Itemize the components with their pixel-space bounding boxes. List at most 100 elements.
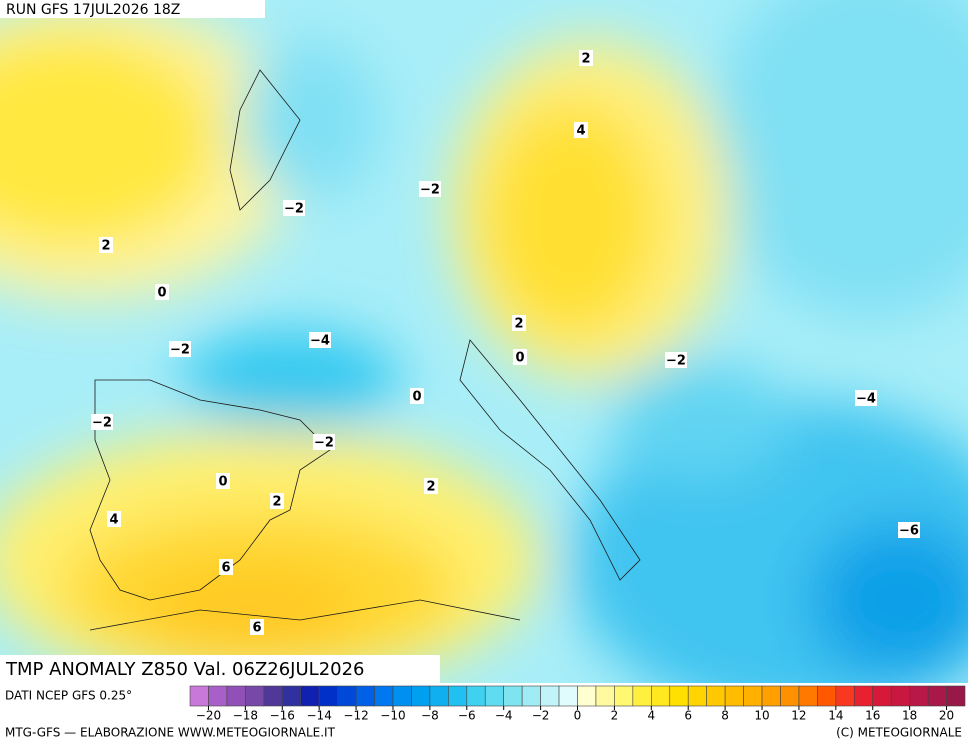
contour-label-box (155, 284, 169, 300)
contour-label-box (107, 511, 121, 527)
contour-label-box (855, 390, 877, 406)
colorbar-swatch (687, 685, 707, 707)
colorbar-swatch (466, 685, 486, 707)
contour-label-box (410, 388, 424, 404)
colorbar-swatch (780, 685, 800, 707)
colorbar-label: −18 (233, 709, 258, 723)
colorbar-swatch (577, 685, 597, 707)
colorbar-swatch (245, 685, 265, 707)
colorbar-label: 16 (865, 709, 880, 723)
colorbar-swatch (540, 685, 560, 707)
colorbar-swatch (817, 685, 837, 707)
credit-label: MTG-GFS — ELABORAZIONE WWW.METEOGIORNALE… (5, 726, 336, 740)
contour-label-box (216, 473, 230, 489)
contour-label-box (313, 434, 335, 450)
colorbar-swatch (226, 685, 246, 707)
colorbar-label: −12 (343, 709, 368, 723)
colorbar-label: −2 (532, 709, 550, 723)
colorbar-swatch (614, 685, 634, 707)
contour-label-box (309, 332, 331, 348)
contour-label-box (513, 349, 527, 365)
contour-label: −2 (666, 354, 686, 369)
colorbar-swatch (632, 685, 652, 707)
contour-label-box (169, 341, 191, 357)
colorbar-swatch (281, 685, 302, 707)
colorbar-swatch (743, 685, 763, 707)
colorbar-label: 14 (828, 709, 843, 723)
contour-label: 0 (515, 351, 524, 366)
source-label: DATI NCEP GFS 0.25° (5, 689, 132, 703)
contour-label-box (898, 522, 920, 538)
contour-label: 2 (272, 495, 281, 510)
colorbar-swatch (355, 685, 375, 707)
colorbar-swatch (374, 685, 394, 707)
colorbar-label: −20 (196, 709, 221, 723)
map-title: TMP ANOMALY Z850 Val. 06Z26JUL2026 (5, 659, 365, 680)
colorbar-swatch (595, 685, 615, 707)
contour-label: −2 (420, 183, 440, 198)
colorbar-label: 0 (574, 709, 582, 723)
colorbar-swatch (872, 685, 892, 707)
run-box (0, 0, 265, 18)
contour-label: −2 (92, 416, 112, 431)
colorbar: −20 −18 −16 −14 −12 −10 −8 −6 −4 −2 0 2 4 6 8 10 12 14 16 1… (189, 685, 966, 723)
contour-label-box (219, 559, 233, 575)
colorbar-label: −6 (458, 709, 476, 723)
title-box (0, 655, 440, 683)
colorbar-swatch (503, 685, 523, 707)
copyright-label: (C) METEOGIORNALE (836, 726, 962, 740)
anomaly-field (0, 0, 968, 683)
colorbar-label: −16 (270, 709, 295, 723)
contour-label-box (424, 478, 438, 494)
colorbar-swatch (300, 685, 320, 707)
contour-label-box (91, 414, 113, 430)
colorbar-swatch (927, 685, 947, 707)
colorbar-swatch (706, 685, 726, 707)
colorbar-swatch (724, 685, 744, 707)
colorbar-swatch (337, 685, 357, 707)
contour-label: 2 (101, 239, 110, 254)
contour-label: −4 (310, 334, 330, 349)
contour-label-box (283, 200, 305, 216)
colorbar-swatch (853, 685, 874, 707)
colorbar-swatch (909, 685, 929, 707)
contour-label: −2 (170, 343, 190, 358)
colorbar-label: 2 (611, 709, 619, 723)
contour-label-box (574, 122, 588, 138)
colorbar-swatch (761, 685, 781, 707)
contour-label-box (270, 493, 284, 509)
colorbar-label: 10 (754, 709, 769, 723)
colorbar-label: −4 (495, 709, 513, 723)
contour-label-box (512, 315, 526, 331)
contour-label: 2 (514, 317, 523, 332)
colorbar-swatch (558, 685, 578, 707)
contour-label: −6 (899, 524, 919, 539)
colorbar-swatch (946, 685, 966, 707)
contour-label: −2 (284, 202, 304, 217)
contour-label: 0 (218, 475, 227, 490)
colorbar-swatch (835, 685, 855, 707)
colorbar-swatch (890, 685, 910, 707)
colorbar-swatch (189, 685, 209, 707)
colorbar-swatch (263, 685, 283, 707)
contour-label: 0 (157, 286, 166, 301)
colorbar-swatch (669, 685, 689, 707)
colorbar-swatch (484, 685, 504, 707)
contour-label: 0 (412, 390, 421, 405)
colorbar-label: 8 (721, 709, 729, 723)
colorbar-swatch (318, 685, 338, 707)
coastlines (89, 69, 641, 631)
contour-label-box (419, 181, 441, 197)
colorbar-label: −10 (380, 709, 405, 723)
colorbar-swatch (392, 685, 412, 707)
colorbar-swatch (208, 685, 228, 707)
contour-label: 2 (426, 480, 435, 495)
colorbar-label: 6 (684, 709, 692, 723)
contour-label: 2 (581, 52, 590, 67)
colorbar-swatch (448, 685, 468, 707)
contour-label: 6 (252, 621, 261, 636)
colorbar-swatch (429, 685, 449, 707)
contour-label: −4 (856, 392, 876, 407)
colorbar-label: 20 (939, 709, 954, 723)
